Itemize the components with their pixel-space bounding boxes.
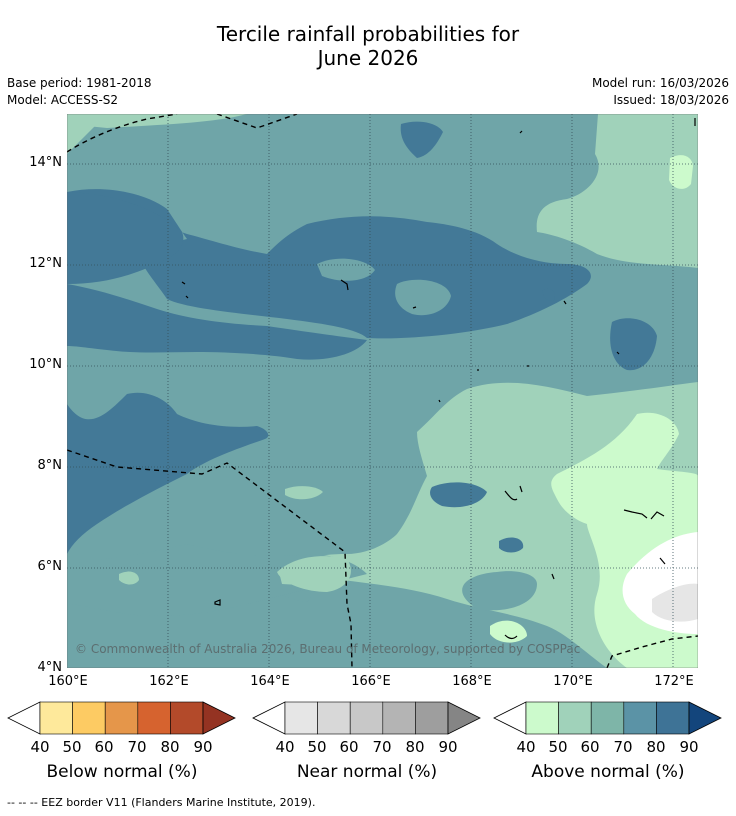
tick: 70 bbox=[127, 738, 147, 756]
colorbar-swatch bbox=[317, 701, 351, 735]
colorbar-swatch bbox=[590, 701, 625, 735]
model-run: Model run: 16/03/2026 bbox=[591, 76, 729, 90]
colorbar-extend-low bbox=[252, 701, 286, 735]
region-above-70-island2 bbox=[395, 279, 451, 316]
lat-label-14: 14°N bbox=[29, 155, 62, 170]
lon-label-168: 168°E bbox=[452, 674, 492, 689]
tick: 80 bbox=[646, 738, 666, 756]
region-above-80-dot-e bbox=[610, 318, 657, 371]
colorbar-swatch bbox=[525, 701, 559, 735]
colorbar-swatch bbox=[137, 701, 171, 735]
region-above-70-island1 bbox=[317, 258, 375, 281]
colorbar-below-label: Below normal (%) bbox=[46, 762, 198, 782]
issued-date: Issued: 18/03/2026 bbox=[613, 93, 729, 107]
copyright-notice: © Commonwealth of Australia 2026, Bureau… bbox=[75, 642, 580, 656]
lat-label-4: 4°N bbox=[37, 660, 63, 675]
colorbar-extend-low bbox=[7, 701, 41, 735]
tick: 90 bbox=[679, 738, 699, 756]
tick: 40 bbox=[275, 738, 295, 756]
region-above-60-corner bbox=[67, 114, 107, 154]
colorbar-extend-high bbox=[447, 701, 481, 735]
region-above-70-s2 bbox=[462, 571, 537, 611]
tick: 90 bbox=[193, 738, 213, 756]
meta-left: Base period: 1981-2018 Model: ACCESS-S2 bbox=[7, 75, 152, 109]
region-above-60-dot-c bbox=[285, 486, 323, 500]
colorbar-swatch bbox=[382, 701, 416, 735]
tick: 70 bbox=[613, 738, 633, 756]
region-near-50-east bbox=[652, 583, 698, 622]
islands bbox=[181, 118, 696, 640]
region-above-70-sw bbox=[67, 544, 367, 616]
lon-label-164: 164°E bbox=[250, 674, 290, 689]
region-above-80-dot-n bbox=[400, 121, 443, 158]
lat-label-10: 10°N bbox=[29, 357, 62, 372]
lon-label-160: 160°E bbox=[48, 674, 88, 689]
model-name: Model: ACCESS-S2 bbox=[7, 93, 119, 107]
title-line-1: Tercile rainfall probabilities for bbox=[216, 22, 520, 46]
probability-map: © Commonwealth of Australia 2026, Bureau… bbox=[67, 114, 698, 668]
colorbar-swatch bbox=[104, 701, 139, 735]
region-above-60-right bbox=[536, 114, 698, 268]
lon-label-166: 166°E bbox=[351, 674, 391, 689]
region-above-60-dot-w bbox=[119, 571, 139, 585]
colorbar-above: 40 50 60 70 80 90 Above normal (%) bbox=[493, 700, 723, 782]
tick: 80 bbox=[405, 738, 425, 756]
map-title: Tercile rainfall probabilities for June … bbox=[0, 22, 736, 70]
colorbar-swatch bbox=[415, 701, 449, 735]
base-period: Base period: 1981-2018 bbox=[7, 76, 152, 90]
lon-label-162: 162°E bbox=[149, 674, 189, 689]
region-above-50-dot-s bbox=[490, 620, 527, 643]
colorbar-below-swatches bbox=[7, 701, 236, 735]
meta-right: Model run: 16/03/2026 Issued: 18/03/2026 bbox=[592, 75, 729, 109]
colorbar-swatch bbox=[558, 701, 592, 735]
colorbar-near: 40 50 60 70 80 90 Near normal (%) bbox=[252, 700, 482, 782]
region-above-80-w bbox=[67, 284, 367, 360]
lat-label-8: 8°N bbox=[37, 458, 63, 473]
colorbar-extend-low bbox=[493, 701, 527, 735]
region-above-80-sw bbox=[67, 392, 269, 554]
colorbar-below: 40 50 60 70 80 90 Below normal (%) bbox=[7, 700, 237, 782]
region-above-60-south bbox=[277, 382, 698, 668]
colorbar-extend-high bbox=[688, 701, 722, 735]
colorbar-near-swatches bbox=[252, 701, 481, 735]
colorbar-swatch bbox=[170, 701, 204, 735]
tick: 40 bbox=[516, 738, 536, 756]
colorbar-above-label: Above normal (%) bbox=[531, 762, 685, 782]
colorbar-swatch bbox=[284, 701, 318, 735]
region-above-80-nw bbox=[67, 192, 184, 284]
colorbar-swatch bbox=[72, 701, 106, 735]
tick: 40 bbox=[30, 738, 50, 756]
lat-label-12: 12°N bbox=[29, 256, 62, 271]
region-above-80-dot-e2 bbox=[542, 288, 555, 301]
tick: 90 bbox=[438, 738, 458, 756]
eez-legend: -- -- -- EEZ border V11 (Flanders Marine… bbox=[7, 796, 316, 809]
colorbar-above-swatches bbox=[493, 701, 722, 735]
tick: 60 bbox=[339, 738, 359, 756]
tick: 80 bbox=[160, 738, 180, 756]
colorbar-swatch bbox=[39, 701, 73, 735]
lon-label-172: 172°E bbox=[654, 674, 694, 689]
colorbar-swatch bbox=[349, 701, 384, 735]
lat-label-6: 6°N bbox=[37, 559, 63, 574]
tick: 70 bbox=[372, 738, 392, 756]
colorbar-extend-high bbox=[202, 701, 236, 735]
tick: 50 bbox=[307, 738, 327, 756]
tick: 50 bbox=[62, 738, 82, 756]
tick: 60 bbox=[94, 738, 114, 756]
graticule bbox=[67, 114, 698, 668]
colorbar-swatch bbox=[656, 701, 690, 735]
tick: 50 bbox=[548, 738, 568, 756]
region-above-80-dot-s2 bbox=[499, 537, 524, 553]
title-line-2: June 2026 bbox=[317, 46, 419, 70]
region-above-60-sw2 bbox=[277, 556, 351, 592]
tick: 60 bbox=[580, 738, 600, 756]
region-above-80-dot-s bbox=[430, 482, 487, 508]
eez-border bbox=[67, 114, 698, 668]
lon-label-170: 170°E bbox=[553, 674, 593, 689]
colorbar-near-label: Near normal (%) bbox=[296, 762, 438, 782]
colorbar-swatch bbox=[623, 701, 657, 735]
region-above-50-ne bbox=[669, 155, 693, 189]
